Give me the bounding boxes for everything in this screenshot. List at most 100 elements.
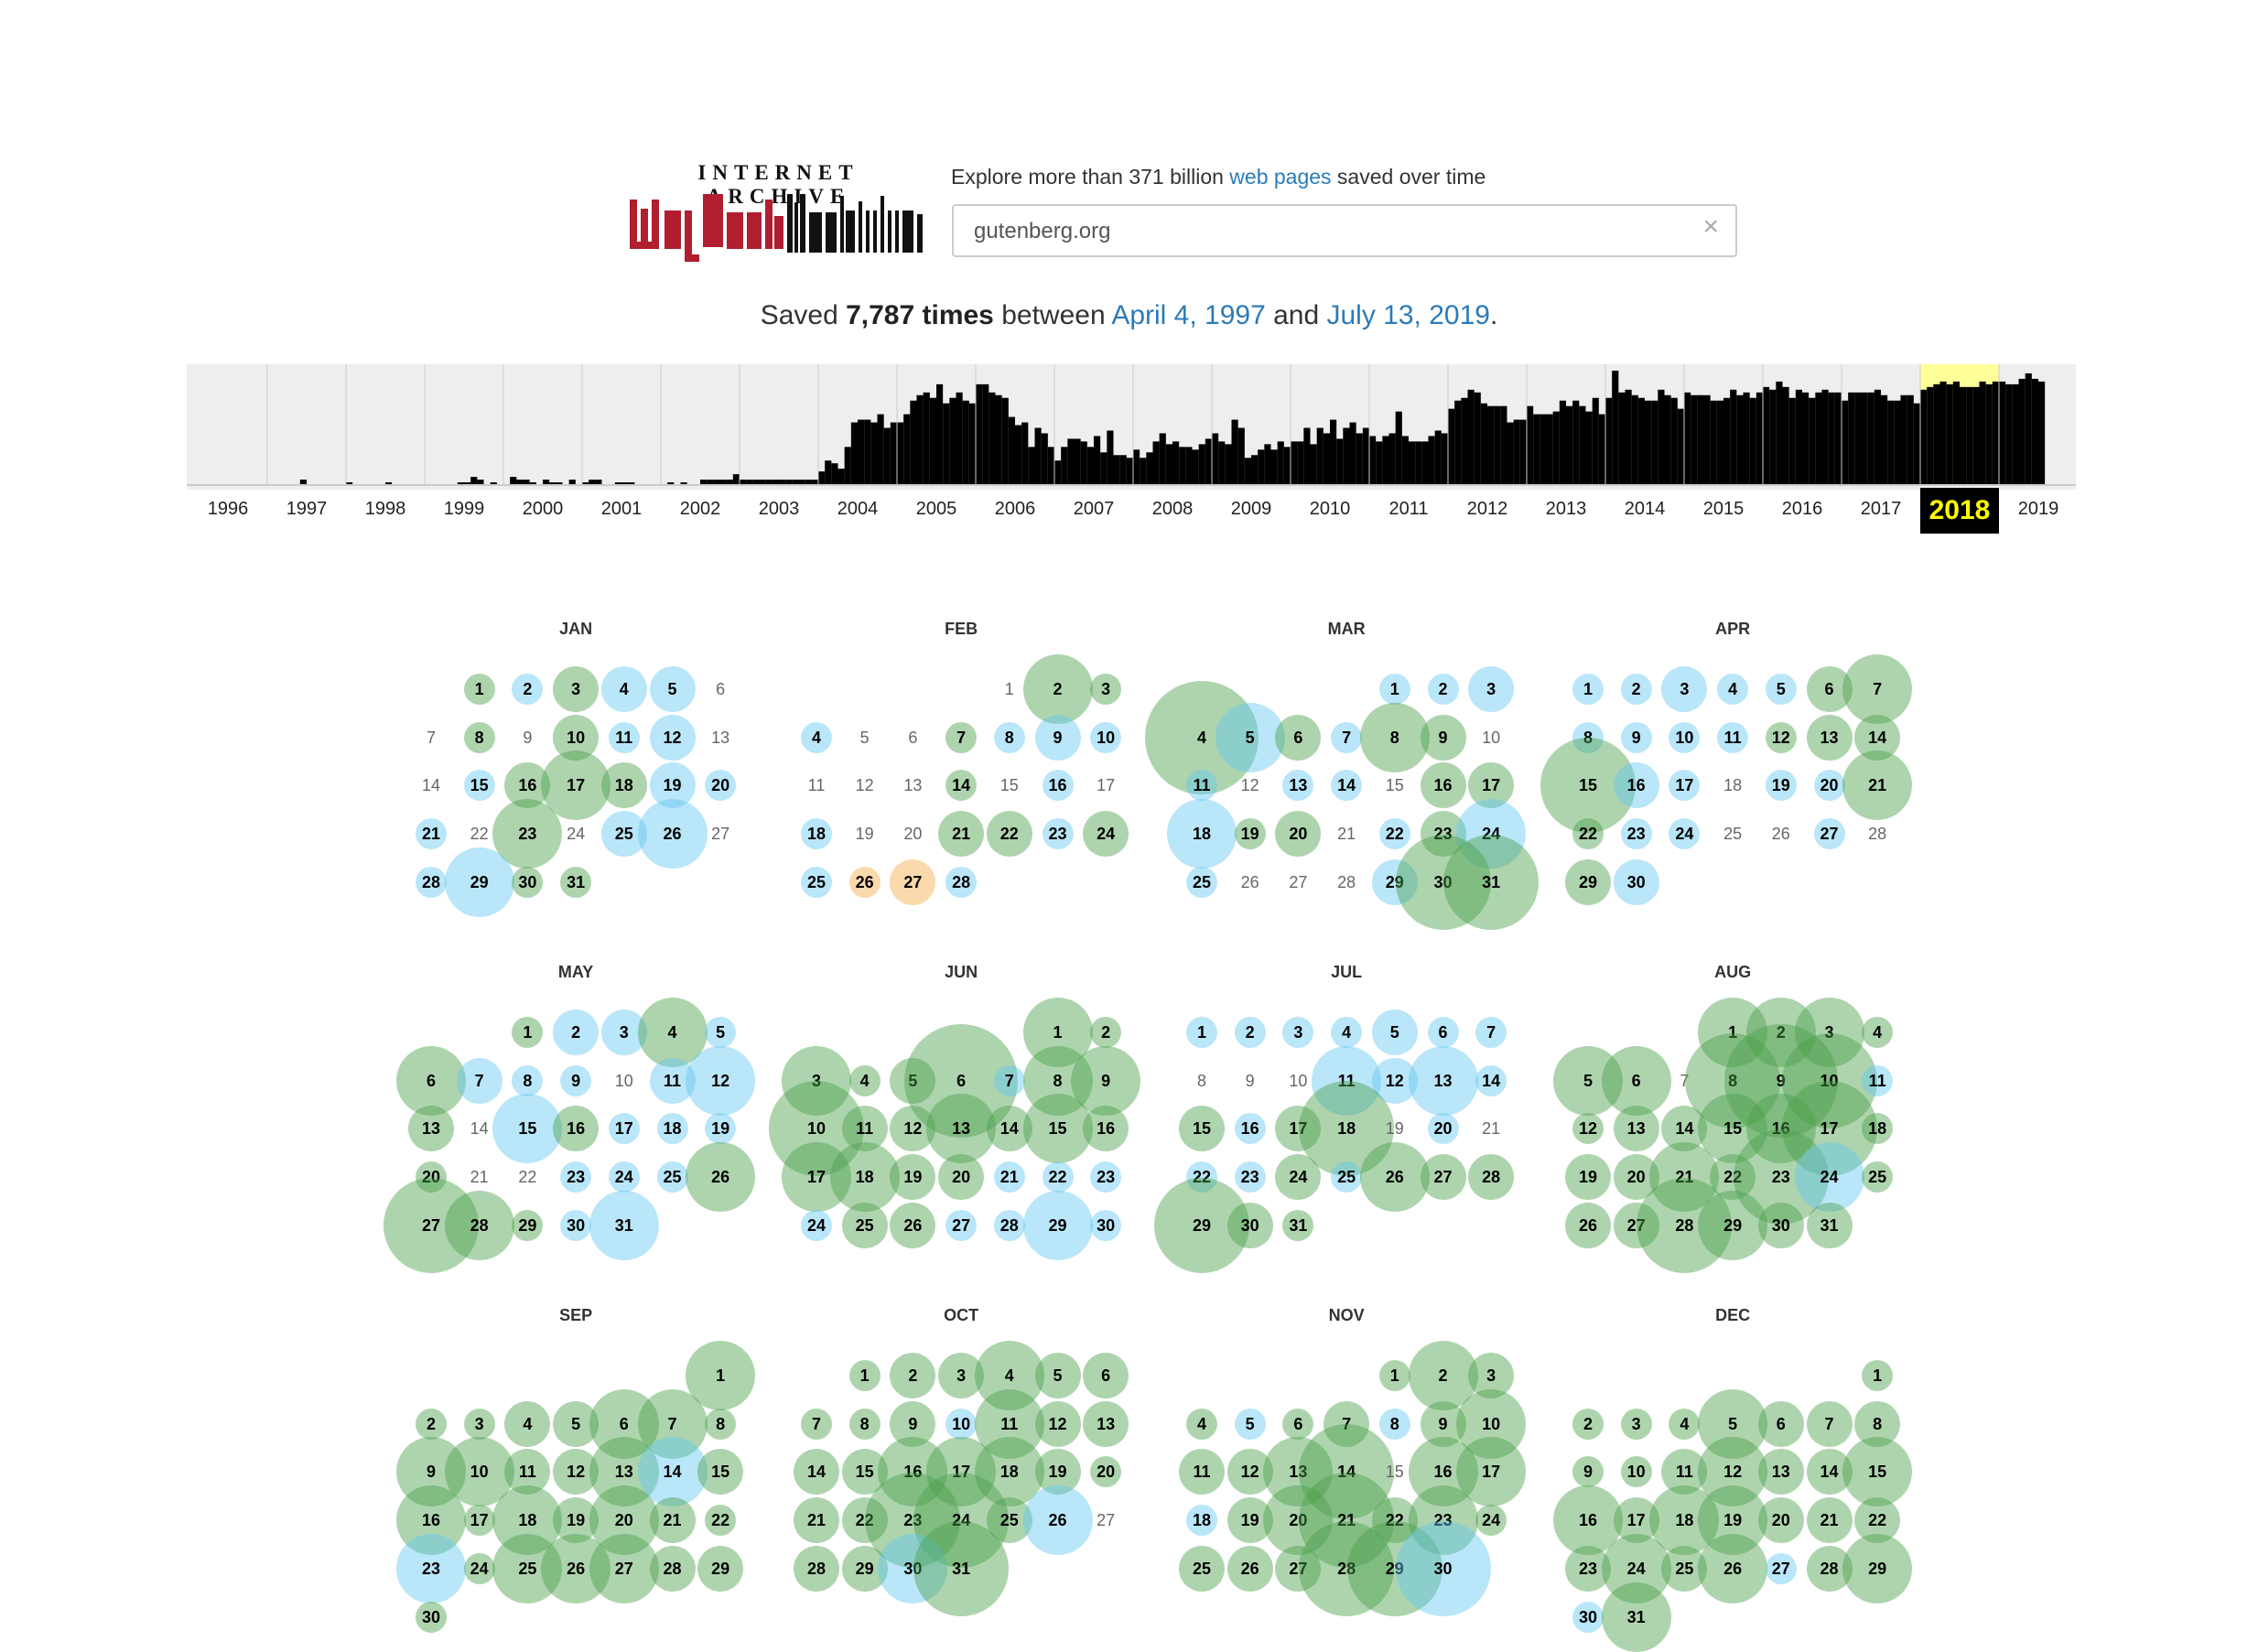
calendar-day[interactable]: 3 xyxy=(1631,1414,1641,1433)
calendar-day[interactable]: 7 xyxy=(1342,1414,1352,1433)
calendar-day[interactable]: 24 xyxy=(1482,1511,1501,1530)
calendar-day[interactable]: 13 xyxy=(1626,1119,1646,1139)
calendar-day[interactable]: 20 xyxy=(1820,776,1839,795)
calendar-day[interactable]: 26 xyxy=(1048,1511,1067,1530)
calendar-day[interactable]: 2 xyxy=(1631,680,1641,698)
calendar-day[interactable]: 1 xyxy=(474,680,484,698)
calendar-day[interactable]: 24 xyxy=(1097,825,1116,844)
calendar-day[interactable]: 24 xyxy=(614,1168,633,1187)
calendar-day[interactable]: 28 xyxy=(1337,1559,1356,1578)
calendar-day[interactable]: 19 xyxy=(1578,1168,1598,1187)
calendar-day[interactable]: 31 xyxy=(1626,1607,1646,1626)
calendar-day[interactable]: 10 xyxy=(806,1119,826,1139)
calendar-day[interactable]: 28 xyxy=(806,1559,826,1578)
calendar-day[interactable]: 24 xyxy=(470,1559,489,1578)
year-label[interactable]: 2000 xyxy=(522,499,564,519)
calendar-day[interactable]: 14 xyxy=(1820,1463,1839,1482)
calendar-day[interactable]: 28 xyxy=(421,872,441,891)
year-label[interactable]: 2010 xyxy=(1309,499,1351,519)
calendar-day[interactable]: 6 xyxy=(1293,1414,1303,1433)
calendar-day[interactable]: 26 xyxy=(1578,1215,1598,1235)
year-label[interactable]: 1996 xyxy=(207,499,249,519)
calendar-day[interactable]: 8 xyxy=(1389,728,1399,747)
calendar-day[interactable]: 4 xyxy=(667,1023,677,1042)
calendar-day[interactable]: 27 xyxy=(1626,1215,1646,1235)
calendar-day[interactable]: 4 xyxy=(1728,680,1738,698)
calendar-day[interactable]: 11 xyxy=(1675,1463,1693,1482)
calendar-day[interactable]: 27 xyxy=(1771,1559,1790,1578)
calendar-day[interactable]: 24 xyxy=(806,1215,826,1235)
calendar-day[interactable]: 31 xyxy=(1820,1215,1839,1235)
calendar-day[interactable]: 7 xyxy=(1004,1071,1014,1090)
year-label[interactable]: 2008 xyxy=(1151,499,1194,519)
calendar-day[interactable]: 15 xyxy=(711,1463,730,1482)
calendar-day[interactable]: 25 xyxy=(1868,1168,1887,1187)
calendar-day[interactable]: 5 xyxy=(1245,728,1255,747)
calendar-day[interactable]: 7 xyxy=(1873,680,1883,698)
calendar-day[interactable]: 8 xyxy=(1583,728,1593,747)
calendar-day[interactable]: 18 xyxy=(663,1119,682,1139)
calendar-day[interactable]: 8 xyxy=(474,728,484,747)
calendar-day[interactable]: 27 xyxy=(421,1215,441,1235)
calendar-day[interactable]: 9 xyxy=(1438,1414,1448,1433)
calendar-day[interactable]: 8 xyxy=(523,1071,533,1090)
calendar-day[interactable]: 31 xyxy=(1289,1215,1308,1235)
calendar-day[interactable]: 27 xyxy=(1289,1559,1308,1578)
calendar-day[interactable]: 30 xyxy=(1771,1215,1790,1235)
calendar-day[interactable]: 29 xyxy=(855,1559,874,1578)
calendar-day[interactable]: 16 xyxy=(1626,776,1646,795)
calendar-day[interactable]: 27 xyxy=(952,1215,971,1235)
calendar-day[interactable]: 17 xyxy=(1675,776,1694,795)
calendar-day[interactable]: 4 xyxy=(1196,728,1206,747)
calendar-day[interactable]: 18 xyxy=(1868,1119,1887,1139)
calendar-day[interactable]: 23 xyxy=(1433,825,1453,844)
calendar-day[interactable]: 15 xyxy=(1723,1119,1743,1139)
calendar-day[interactable]: 10 xyxy=(567,728,586,747)
calendar-day[interactable]: 13 xyxy=(952,1119,971,1139)
calendar-day[interactable]: 12 xyxy=(1240,1463,1259,1482)
calendar-day[interactable]: 22 xyxy=(1385,1511,1404,1530)
year-label[interactable]: 1999 xyxy=(443,499,485,519)
calendar-day[interactable]: 28 xyxy=(663,1559,682,1578)
calendar-day[interactable]: 31 xyxy=(1482,872,1501,891)
calendar-day[interactable]: 19 xyxy=(1723,1511,1743,1530)
calendar-day[interactable]: 16 xyxy=(1578,1511,1598,1530)
calendar-day[interactable]: 18 xyxy=(1675,1511,1694,1530)
calendar-day[interactable]: 9 xyxy=(1583,1463,1593,1482)
calendar-day[interactable]: 7 xyxy=(1342,728,1352,747)
calendar-day[interactable]: 16 xyxy=(1433,776,1453,795)
calendar-day[interactable]: 2 xyxy=(1438,1366,1448,1385)
calendar-day[interactable]: 11 xyxy=(663,1071,682,1090)
calendar-day[interactable]: 18 xyxy=(1192,825,1212,844)
calendar-day[interactable]: 20 xyxy=(614,1511,633,1530)
calendar-day[interactable]: 31 xyxy=(952,1559,971,1578)
calendar-day[interactable]: 19 xyxy=(1048,1463,1067,1482)
calendar-day[interactable]: 10 xyxy=(1097,728,1116,747)
calendar-day[interactable]: 23 xyxy=(1240,1168,1259,1187)
url-search-input[interactable] xyxy=(972,215,1671,248)
calendar-day[interactable]: 17 xyxy=(952,1463,971,1482)
calendar-day[interactable]: 5 xyxy=(1776,680,1786,698)
calendar-day[interactable]: 8 xyxy=(716,1414,726,1433)
calendar-day[interactable]: 9 xyxy=(1101,1071,1111,1090)
calendar-day[interactable]: 14 xyxy=(1337,1463,1356,1482)
calendar-day[interactable]: 6 xyxy=(1101,1366,1111,1385)
calendar-day[interactable]: 14 xyxy=(806,1463,826,1482)
calendar-day[interactable]: 6 xyxy=(426,1071,436,1090)
calendar-day[interactable]: 11 xyxy=(615,728,633,747)
calendar-day[interactable]: 8 xyxy=(1873,1414,1883,1433)
calendar-day[interactable]: 14 xyxy=(1675,1119,1694,1139)
calendar-day[interactable]: 21 xyxy=(806,1511,826,1530)
calendar-day[interactable]: 1 xyxy=(1873,1366,1883,1385)
calendar-day[interactable]: 29 xyxy=(711,1559,730,1578)
calendar-day[interactable]: 18 xyxy=(999,1463,1019,1482)
year-label[interactable]: 1998 xyxy=(364,499,406,519)
calendar-day[interactable]: 22 xyxy=(999,825,1019,844)
calendar-day[interactable]: 22 xyxy=(1578,825,1598,844)
calendar-day[interactable]: 12 xyxy=(1723,1463,1743,1482)
calendar-day[interactable]: 22 xyxy=(1192,1168,1212,1187)
capture-sparkline-chart[interactable] xyxy=(187,364,2076,490)
calendar-day[interactable]: 20 xyxy=(1097,1463,1116,1482)
calendar-day[interactable]: 7 xyxy=(1824,1414,1834,1433)
calendar-day[interactable]: 26 xyxy=(855,872,874,891)
